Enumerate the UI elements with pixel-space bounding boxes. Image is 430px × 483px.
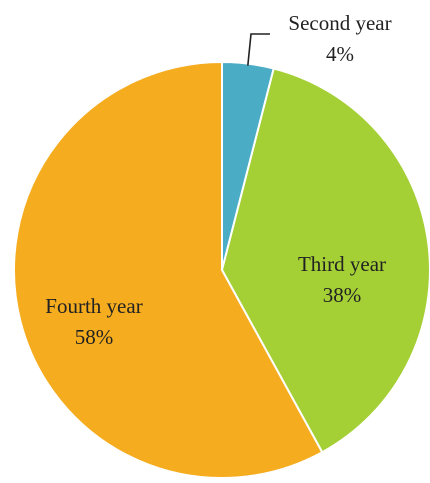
pie-slice-fourth-year [13, 60, 324, 479]
data-label-category: Third year [298, 252, 386, 276]
data-label-percent: 58% [75, 325, 114, 349]
pie-slices [13, 60, 430, 479]
data-label-percent: 4% [326, 42, 354, 66]
data-label-percent: 38% [323, 283, 362, 307]
data-label-fourth-year: Fourth year 58% [45, 294, 142, 349]
data-label-category: Second year [288, 11, 391, 35]
leader-line-second-year [247, 33, 270, 66]
data-label-third-year: Third year 38% [298, 252, 386, 307]
data-label-second-year: Second year 4% [288, 11, 391, 66]
leader-lines [247, 33, 270, 66]
data-label-category: Fourth year [45, 294, 142, 318]
pie-slice-third-year [220, 67, 430, 454]
pie-data-labels: Second year 4% Third year 38% Fourth year 58% [45, 11, 391, 349]
